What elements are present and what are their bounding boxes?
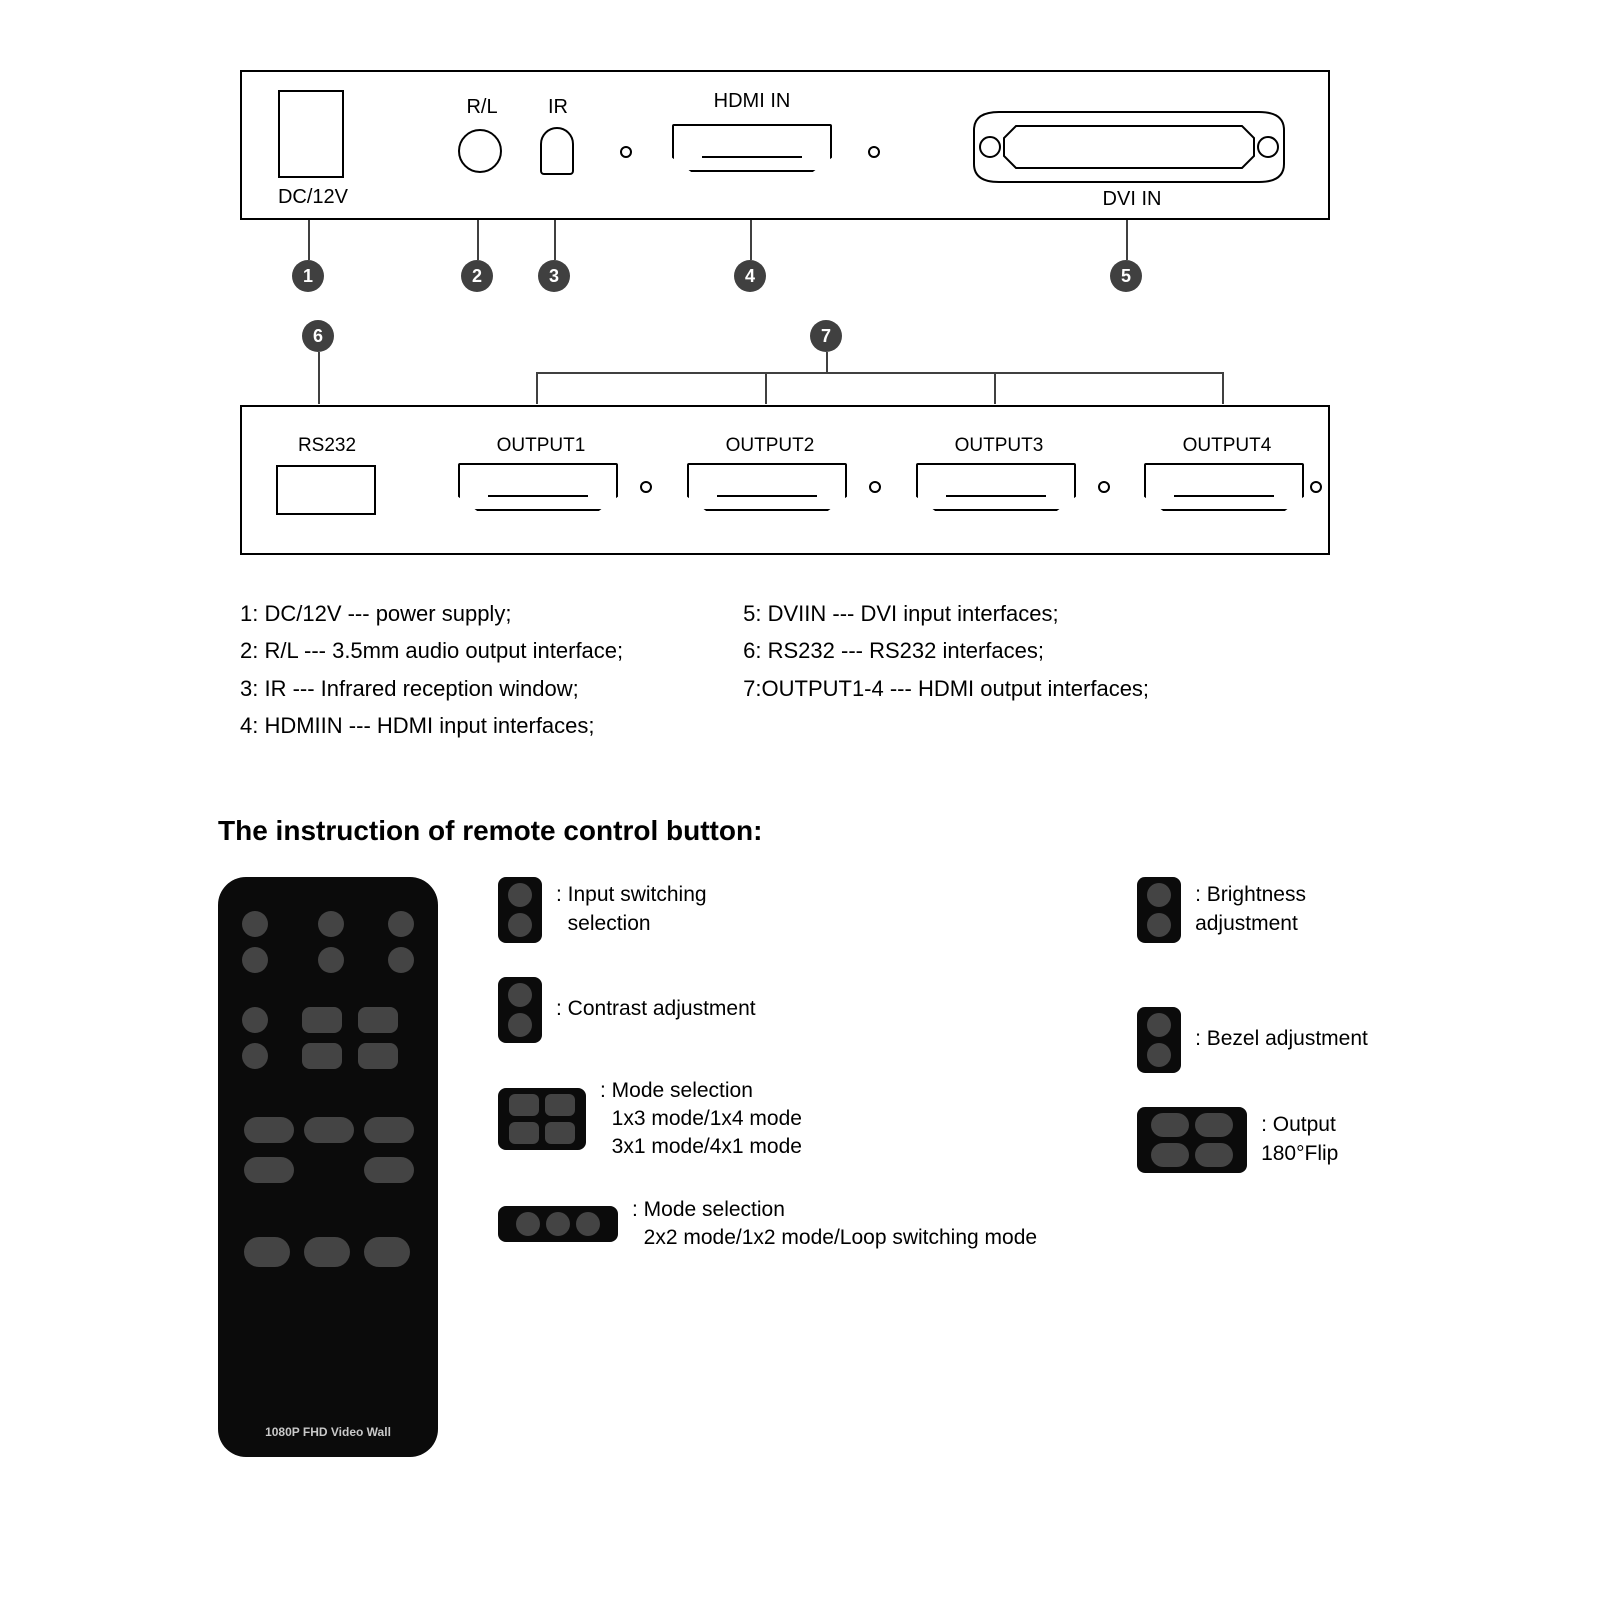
- legend-line: 2: R/L --- 3.5mm audio output interface;: [240, 632, 623, 669]
- callout-1: 1: [292, 260, 324, 292]
- mini-mode4-icon: [498, 1088, 586, 1150]
- port-dvi-in: [964, 110, 1294, 184]
- port-output1: [458, 463, 618, 511]
- remote-btn-flip[interactable]: [304, 1117, 354, 1143]
- label-dc12v: DC/12V: [268, 186, 358, 209]
- label-rs232: RS232: [282, 435, 372, 457]
- mini-mode3-icon: [498, 1206, 618, 1242]
- expl-input-switch: : Input switching selection: [498, 877, 1037, 943]
- mini-flip-icon: [1137, 1107, 1247, 1173]
- expl-flip: : Output 180°Flip: [1137, 1107, 1401, 1173]
- remote-btn-4x1[interactable]: [358, 1043, 398, 1069]
- remote-btn-1x4[interactable]: [358, 1007, 398, 1033]
- back-panel-bottom: RS232 OUTPUT1 OUTPUT2 OUTPUT3 OUTPUT4: [240, 405, 1330, 555]
- legend-line: 5: DVIIN --- DVI input interfaces;: [743, 595, 1149, 632]
- expl-col-left: : Input switching selection : Contrast a…: [498, 877, 1037, 1253]
- callout-5: 5: [1110, 260, 1142, 292]
- legend: 1: DC/12V --- power supply; 2: R/L --- 3…: [240, 595, 1401, 745]
- remote-btn-output2-flip[interactable]: [364, 1117, 414, 1143]
- back-panel-top: DC/12V R/L IR HDMI IN DVI IN: [240, 70, 1330, 220]
- mini-bezel-icon: [1137, 1007, 1181, 1073]
- remote-btn-2x2[interactable]: [244, 1237, 290, 1267]
- label-hdmi-in: HDMI IN: [662, 90, 842, 113]
- legend-line: 6: RS232 --- RS232 interfaces;: [743, 632, 1149, 669]
- remote-btn-bright-up[interactable]: [318, 947, 344, 973]
- remote-btn-contrast-down[interactable]: [388, 911, 414, 937]
- remote-btn-dvi[interactable]: [242, 947, 268, 973]
- callouts-mid: 6 7: [240, 310, 1330, 405]
- legend-line: 1: DC/12V --- power supply;: [240, 595, 623, 632]
- mini-contrast-icon: [498, 977, 542, 1043]
- legend-line: 7:OUTPUT1-4 --- HDMI output interfaces;: [743, 670, 1149, 707]
- expl-mode4: : Mode selection 1x3 mode/1x4 mode 3x1 m…: [498, 1077, 1037, 1162]
- screw-hole: [868, 146, 880, 158]
- callout-3: 3: [538, 260, 570, 292]
- remote-control: 1080P FHD Video Wall: [218, 877, 438, 1457]
- port-output3: [916, 463, 1076, 511]
- remote-btn-bezel-down[interactable]: [242, 1007, 268, 1033]
- expl-mode3: : Mode selection 2x2 mode/1x2 mode/Loop …: [498, 1196, 1037, 1253]
- port-dc12v: [278, 90, 344, 178]
- label-dvi-in: DVI IN: [1042, 188, 1222, 211]
- legend-line: 3: IR --- Infrared reception window;: [240, 670, 623, 707]
- screw-hole: [620, 146, 632, 158]
- expl-text: : Mode selection 2x2 mode/1x2 mode/Loop …: [632, 1198, 1037, 1249]
- label-ir: IR: [538, 96, 578, 119]
- port-hdmi-in: [672, 124, 832, 172]
- expl-text: : Output 180°Flip: [1261, 1113, 1338, 1164]
- callout-4: 4: [734, 260, 766, 292]
- mini-input-switch-icon: [498, 877, 542, 943]
- expl-brightness: : Brightness adjustment: [1137, 877, 1401, 943]
- legend-col-left: 1: DC/12V --- power supply; 2: R/L --- 3…: [240, 595, 623, 745]
- remote-btn-bright-down[interactable]: [318, 911, 344, 937]
- callout-7: 7: [810, 320, 842, 352]
- callouts-top: 1 2 3 4 5: [240, 220, 1330, 310]
- expl-bezel: : Bezel adjustment: [1137, 1007, 1401, 1073]
- remote-btn-bezel-up[interactable]: [242, 1043, 268, 1069]
- expl-text: : Input switching selection: [556, 883, 707, 934]
- label-output1: OUTPUT1: [456, 435, 626, 457]
- screw-hole: [1310, 481, 1322, 493]
- mini-brightness-icon: [1137, 877, 1181, 943]
- label-output3: OUTPUT3: [914, 435, 1084, 457]
- remote-btn-1x3[interactable]: [302, 1007, 342, 1033]
- expl-text: : Bezel adjustment: [1195, 1027, 1368, 1050]
- remote-btn-output1-flip[interactable]: [244, 1117, 294, 1143]
- screw-hole: [640, 481, 652, 493]
- expl-text: : Mode selection 1x3 mode/1x4 mode 3x1 m…: [600, 1079, 802, 1159]
- remote-btn-contrast-up[interactable]: [388, 947, 414, 973]
- port-rs232: [276, 465, 376, 515]
- label-output4: OUTPUT4: [1142, 435, 1312, 457]
- expl-contrast: : Contrast adjustment: [498, 977, 1037, 1043]
- expl-text: : Brightness adjustment: [1195, 883, 1306, 934]
- explanations: : Input switching selection : Contrast a…: [498, 877, 1401, 1253]
- remote-btn-3x1[interactable]: [302, 1043, 342, 1069]
- callout-2: 2: [461, 260, 493, 292]
- screw-hole: [1098, 481, 1110, 493]
- expl-col-right: : Brightness adjustment : Bezel adjustme…: [1137, 877, 1401, 1253]
- remote-section-title: The instruction of remote control button…: [218, 815, 1401, 847]
- remote-footer-label: 1080P FHD Video Wall: [218, 1425, 438, 1439]
- port-ir: [540, 127, 574, 175]
- callout-6: 6: [302, 320, 334, 352]
- label-output2: OUTPUT2: [685, 435, 855, 457]
- legend-col-right: 5: DVIIN --- DVI input interfaces; 6: RS…: [743, 595, 1149, 745]
- legend-line: 4: HDMIIN --- HDMI input interfaces;: [240, 707, 623, 744]
- screw-hole: [869, 481, 881, 493]
- remote-btn-loop[interactable]: [364, 1237, 410, 1267]
- remote-btn-hdmi[interactable]: [242, 911, 268, 937]
- remote-btn-output3-flip[interactable]: [244, 1157, 294, 1183]
- remote-btn-1x2[interactable]: [304, 1237, 350, 1267]
- port-output2: [687, 463, 847, 511]
- expl-text: : Contrast adjustment: [556, 997, 756, 1020]
- port-rl-audio: [458, 129, 502, 173]
- remote-btn-output4-flip[interactable]: [364, 1157, 414, 1183]
- remote-row: 1080P FHD Video Wall : Input switching s…: [218, 877, 1401, 1457]
- page: DC/12V R/L IR HDMI IN DVI IN 1 2 3 4: [0, 0, 1601, 1601]
- label-rl: R/L: [457, 96, 507, 119]
- port-output4: [1144, 463, 1304, 511]
